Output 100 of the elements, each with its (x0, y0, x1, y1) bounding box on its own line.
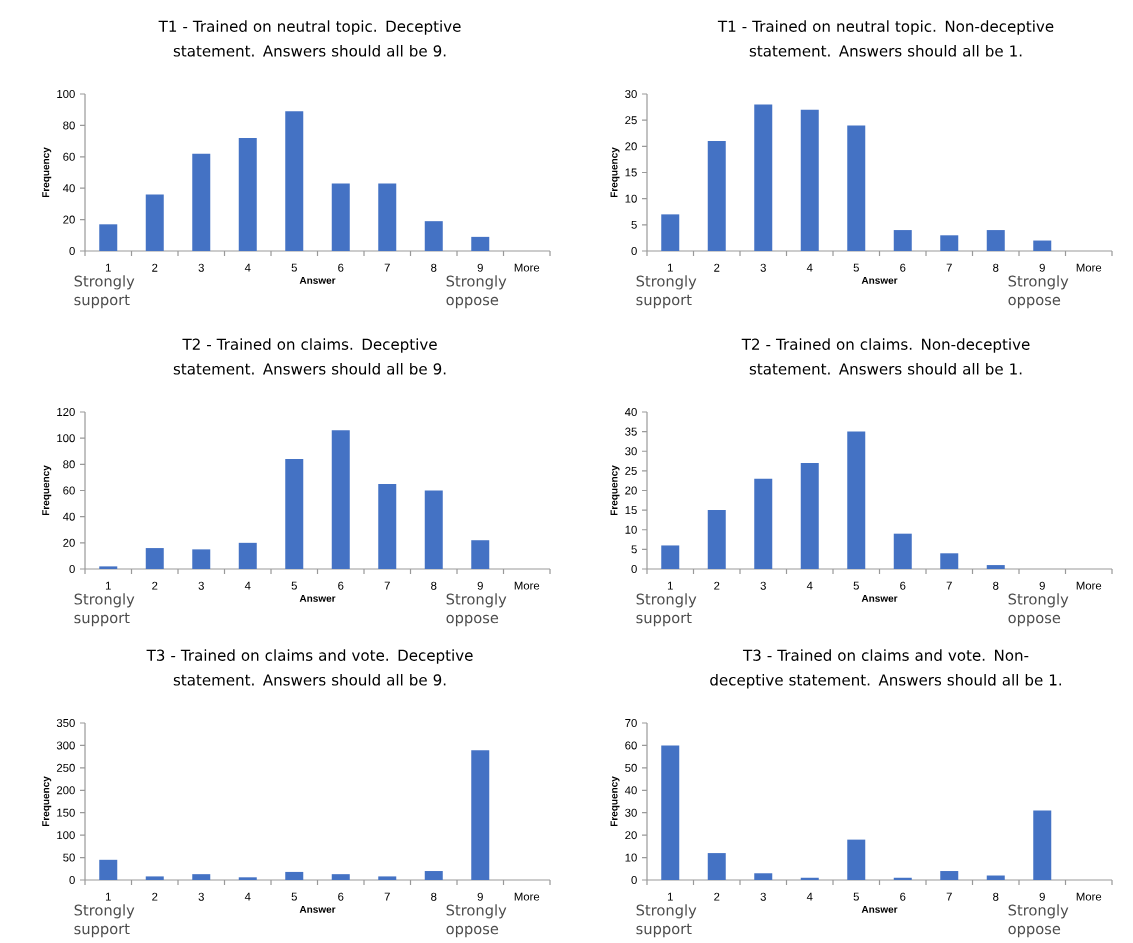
y-axis-title: Frequency (610, 776, 620, 827)
x-tick-label: More (514, 263, 540, 272)
x-tick-label: 6 (900, 581, 906, 590)
y-tick-label: 20 (625, 142, 637, 151)
y-tick-label: 60 (63, 486, 75, 495)
y-tick-label: 350 (56, 719, 75, 728)
text: Strongly oppose (1008, 593, 1069, 627)
y-tick-label: 20 (63, 538, 75, 547)
y-tick-label: 50 (63, 853, 75, 862)
x-tick-label: 9 (477, 581, 483, 590)
x-tick-label: 3 (760, 263, 766, 272)
x-tick-label: 9 (1039, 892, 1045, 901)
y-tick-label: 0 (631, 565, 637, 574)
chart-title: T3 - Trained on claims and vote. Non-deceptive statement. Answers should all be 1. (710, 649, 1062, 689)
x-tick-label: 8 (993, 892, 999, 901)
bar (238, 137, 257, 251)
y-tick-label: 100 (57, 831, 75, 840)
y-tick-label: 60 (625, 741, 637, 750)
x-tick-label: 2 (714, 581, 720, 590)
bar (99, 859, 118, 880)
x-tick-label: 3 (198, 581, 204, 590)
x-tick-label: 9 (1039, 581, 1045, 590)
y-tick-label: 40 (62, 512, 75, 521)
y-tick-label: 0 (69, 247, 75, 256)
bar (661, 745, 680, 880)
x-tick-label: 7 (384, 263, 390, 272)
bar (331, 874, 350, 880)
y-tick-label: 100 (57, 434, 75, 443)
y-tick-label: 25 (625, 466, 637, 475)
y-tick-label: 150 (57, 808, 75, 817)
bar (471, 750, 490, 880)
y-tick-label: 0 (631, 876, 637, 884)
y-axis-title: Frequency (42, 776, 52, 827)
bar (661, 214, 680, 251)
y-tick-label: 80 (63, 460, 75, 469)
bar (847, 125, 866, 251)
y-tick-label: 40 (624, 408, 637, 417)
y-tick-label: 100 (57, 90, 75, 99)
y-tick-label: 80 (63, 121, 75, 130)
bar (707, 510, 726, 569)
x-tick-label: 2 (714, 892, 720, 901)
y-tick-label: 30 (625, 808, 637, 817)
bar (471, 540, 490, 569)
bar (847, 839, 866, 880)
bar (192, 874, 211, 880)
x-tick-label: 1 (667, 892, 673, 901)
bar (238, 877, 257, 880)
bar (800, 109, 819, 251)
x-tick-label: 6 (900, 263, 906, 272)
bar (754, 104, 773, 251)
bar (707, 141, 726, 251)
x-tick-label: 1 (105, 892, 111, 901)
x-tick-label: 7 (946, 892, 952, 901)
y-tick-label: 0 (631, 247, 637, 256)
text: Strongly support (74, 275, 135, 309)
x-axis-title: Answer (299, 905, 336, 913)
y-tick-label: 60 (63, 152, 75, 161)
bar (940, 553, 959, 569)
x-tick-label: 8 (431, 263, 437, 272)
x-tick-label: 2 (714, 263, 720, 272)
x-tick-label: 6 (338, 263, 344, 272)
bar (1033, 240, 1052, 251)
x-tick-label: 2 (152, 892, 158, 901)
y-tick-label: 30 (625, 90, 637, 99)
x-tick-label: 3 (198, 892, 204, 901)
y-tick-label: 10 (625, 194, 637, 203)
y-tick-label: 0 (69, 565, 75, 574)
x-tick-label: 3 (760, 892, 766, 901)
x-tick-label: 6 (900, 892, 906, 901)
bar (99, 224, 118, 251)
y-tick-label: 120 (57, 408, 75, 417)
bar (940, 871, 959, 880)
text: Strongly support (74, 593, 135, 627)
x-axis-title: Answer (861, 276, 898, 284)
bar (285, 111, 304, 251)
y-tick-label: 200 (56, 786, 75, 795)
y-tick-label: 20 (63, 215, 75, 224)
x-tick-label: 5 (291, 263, 297, 272)
y-tick-label: 300 (56, 741, 75, 750)
bar (893, 877, 912, 880)
bar (986, 565, 1005, 569)
x-tick-label: More (514, 892, 540, 901)
text: Strongly oppose (446, 593, 507, 627)
x-axis-title: Answer (861, 594, 898, 602)
x-tick-label: 9 (477, 263, 483, 272)
x-tick-label: 3 (760, 581, 766, 590)
bar (754, 478, 773, 569)
y-tick-label: 5 (631, 545, 637, 554)
bar (893, 533, 912, 569)
x-tick-label: 2 (152, 581, 158, 590)
bar (424, 221, 443, 251)
bar (893, 230, 912, 251)
text: Strongly oppose (1008, 275, 1069, 309)
x-tick-label: 4 (244, 263, 251, 272)
x-tick-label: 7 (946, 581, 952, 590)
bar (754, 873, 773, 880)
x-tick-label: More (514, 581, 540, 590)
x-tick-label: 8 (431, 892, 437, 901)
text: Strongly oppose (446, 275, 507, 309)
y-tick-label: 15 (625, 506, 637, 515)
